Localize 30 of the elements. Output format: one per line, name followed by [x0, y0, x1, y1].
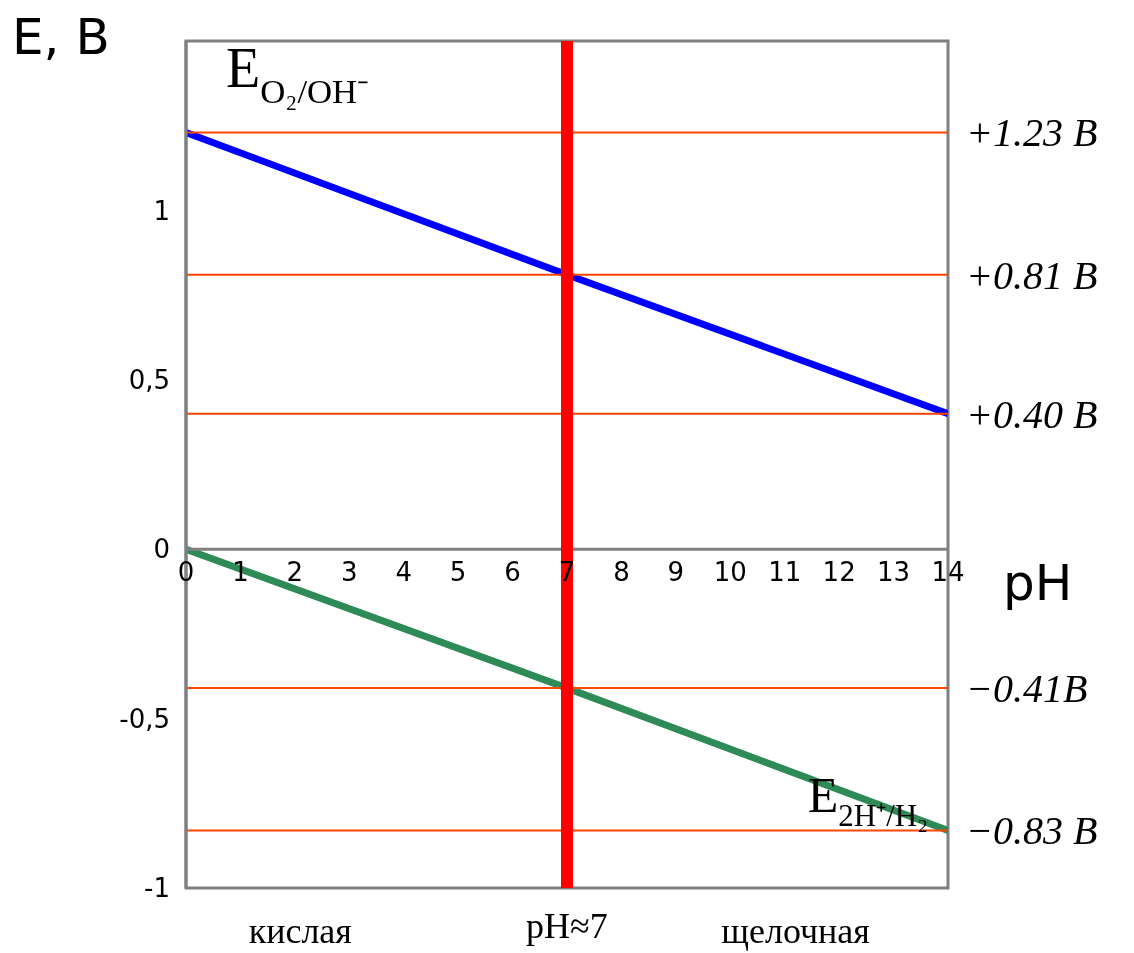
x-tick-label: 7	[558, 557, 576, 588]
ref-line-label: pH≈7	[526, 906, 608, 946]
y-tick-label: 0	[153, 534, 170, 565]
x-tick-label: 14	[931, 557, 965, 588]
ref-line-label: +1.23 B	[966, 110, 1098, 156]
text: кислая	[248, 911, 352, 951]
y-tick-label: -1	[144, 873, 170, 904]
x-tick-label: 8	[613, 557, 630, 588]
y-tick-label: -0,5	[119, 703, 170, 734]
ref-line-label: +0.40 B	[966, 391, 1098, 437]
x-tick-label: 9	[667, 557, 685, 588]
ref-line-label: −0.41B	[966, 666, 1088, 712]
x-tick-label: 10	[713, 557, 747, 588]
ref-line-label: −0.83 B	[966, 808, 1098, 854]
ref-line-label: +0.81 B	[966, 252, 1098, 298]
x-tick-label: 4	[395, 557, 412, 588]
x-tick-label: 3	[341, 557, 358, 588]
x-tick-label: 5	[449, 557, 467, 588]
x-tick-label: 11	[768, 557, 802, 588]
y-tick-label: 0,5	[128, 365, 170, 396]
x-tick-label: 2	[286, 557, 304, 588]
series-label: E$_{O₂/OH⁻}$	[226, 37, 370, 112]
y-tick-label: 1	[153, 195, 170, 226]
x-axis-title: pH	[1003, 554, 1073, 613]
x-tick-label: 13	[877, 557, 911, 588]
y-axis-title: E, B	[12, 8, 110, 66]
x-tick-label: 6	[504, 557, 521, 588]
x-tick-label: 12	[822, 557, 856, 588]
text: щелочная	[721, 911, 870, 951]
x-tick-label: 0	[177, 557, 195, 588]
